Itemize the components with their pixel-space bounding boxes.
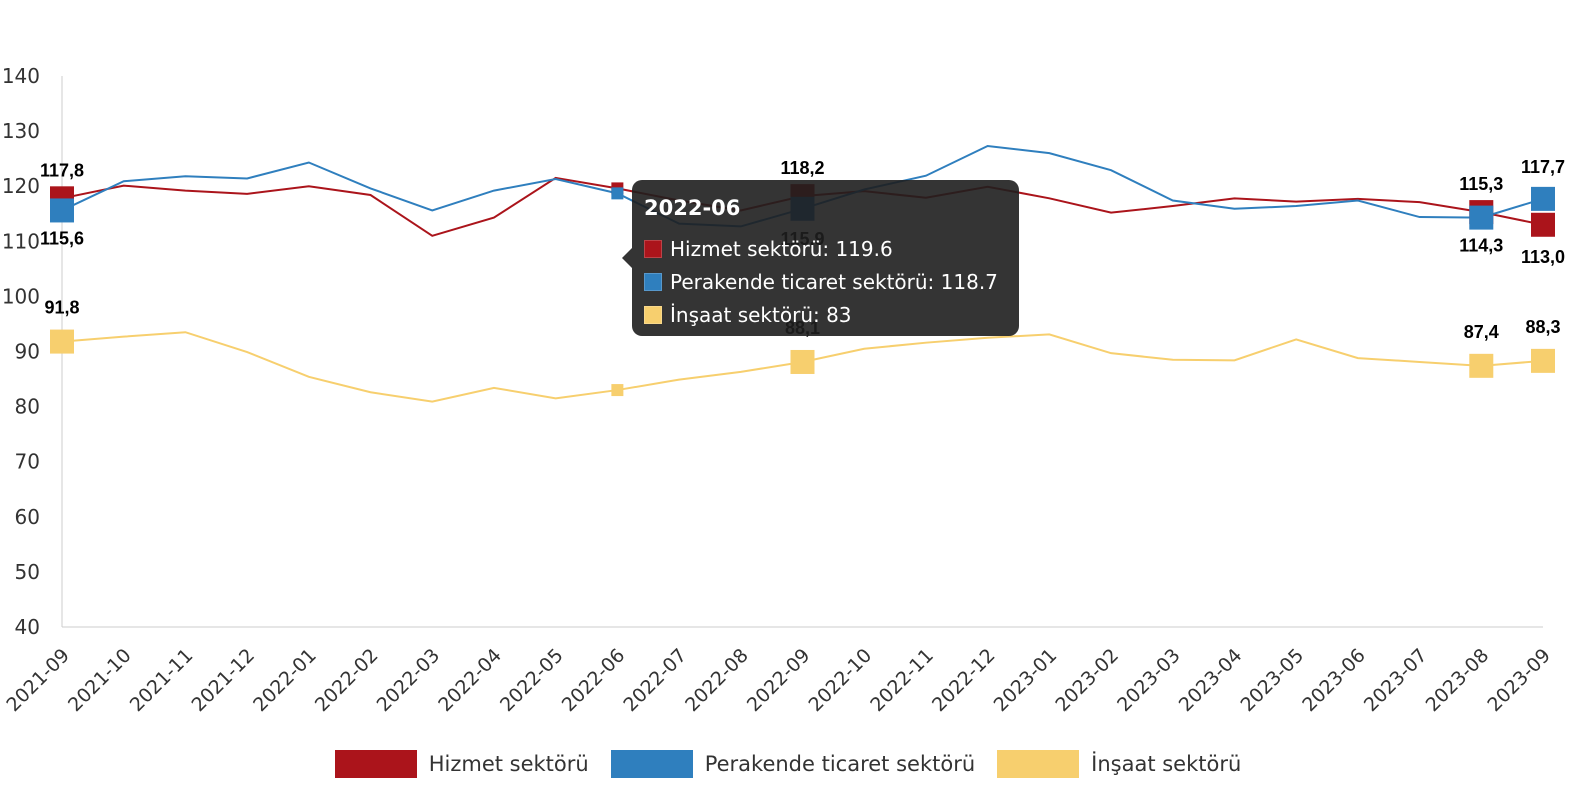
x-tick-label-2023-05: 2023-05 (1236, 644, 1308, 716)
x-tick-label-2022-04: 2022-04 (434, 644, 506, 716)
marker-perakende-ticaret-sektoru-2021-09[interactable] (50, 198, 74, 223)
x-tick-label-2021-09: 2021-09 (2, 644, 74, 716)
tooltip-row-perakende: Perakende ticaret sektörü: 118.7 (644, 265, 1007, 298)
legend-label-perakende: Perakende ticaret sektörü (704, 752, 976, 776)
y-tick-label-140: 140 (2, 64, 40, 88)
x-tick-label-2021-12: 2021-12 (187, 644, 259, 716)
marker-hizmet-sektoru-2023-09[interactable] (1531, 212, 1555, 237)
x-tick-label-2021-11: 2021-11 (126, 644, 198, 716)
x-tick-label-2023-08: 2023-08 (1422, 644, 1494, 716)
y-tick-label-80: 80 (15, 395, 40, 419)
x-tick-label-2023-09: 2023-09 (1483, 644, 1555, 716)
tooltip-text-perakende: Perakende ticaret sektörü: 118.7 (670, 269, 998, 294)
data-label-hizmet-sektoru-2022-09: 118,2 (780, 158, 824, 178)
tooltip-text-hizmet: Hizmet sektörü: 119.6 (670, 236, 893, 261)
tooltip-swatch-insaat (644, 305, 662, 324)
data-label-hizmet-sektoru-2021-09: 117,8 (40, 160, 84, 180)
chart-legend: Hizmet sektörü Perakende ticaret sektörü… (0, 744, 1576, 784)
x-tick-label-2022-02: 2022-02 (311, 644, 383, 716)
x-tick-label-2023-01: 2023-01 (990, 644, 1062, 716)
tooltip-swatch-perakende (644, 272, 662, 291)
x-tick-label-2022-05: 2022-05 (496, 644, 568, 716)
x-tick-label-2022-11: 2022-11 (866, 644, 938, 716)
marker-insaat-sektoru-2022-09[interactable] (790, 349, 815, 374)
legend-swatch-insaat (997, 750, 1080, 778)
hover-marker-perakende-ticaret-sektoru[interactable] (611, 187, 624, 200)
legend-label-hizmet: Hizmet sektörü (428, 752, 589, 776)
data-label-perakende-ticaret-sektoru-2021-09: 115,6 (40, 228, 84, 248)
legend-item-hizmet[interactable]: Hizmet sektörü (334, 750, 589, 778)
data-label-insaat-sektoru-2023-08: 87,4 (1464, 322, 1499, 342)
x-tick-label-2023-02: 2023-02 (1051, 644, 1123, 716)
y-tick-label-120: 120 (2, 174, 40, 198)
tooltip-row-hizmet: Hizmet sektörü: 119.6 (644, 232, 1007, 265)
y-tick-label-100: 100 (2, 284, 40, 308)
x-tick-label-2022-08: 2022-08 (681, 644, 753, 716)
x-tick-label-2022-12: 2022-12 (928, 644, 1000, 716)
y-tick-label-60: 60 (15, 505, 40, 529)
legend-swatch-perakende (610, 750, 693, 778)
x-tick-label-2023-06: 2023-06 (1298, 644, 1370, 716)
x-tick-label-2022-10: 2022-10 (805, 644, 877, 716)
tooltip-title: 2022-06 (644, 196, 741, 220)
legend-swatch-hizmet (334, 750, 417, 778)
x-tick-label-2022-03: 2022-03 (373, 644, 445, 716)
marker-insaat-sektoru-2021-09[interactable] (50, 329, 74, 354)
tooltip-swatch-hizmet (644, 239, 662, 258)
legend-label-insaat: İnşaat sektörü (1091, 752, 1242, 776)
y-tick-label-130: 130 (2, 119, 40, 143)
y-axis-ticks: 40 50 60 70 80 90 100 110 120 130 140 (2, 64, 40, 639)
y-tick-label-90: 90 (15, 340, 40, 364)
marker-perakende-ticaret-sektoru-2023-09[interactable] (1531, 186, 1555, 211)
data-label-insaat-sektoru-2023-09: 88,3 (1525, 317, 1560, 337)
y-tick-label-50: 50 (15, 560, 40, 584)
x-axis-ticks: 2021-092021-102021-112021-122022-012022-… (2, 644, 1555, 716)
data-label-insaat-sektoru-2021-09: 91,8 (44, 298, 79, 318)
x-tick-label-2023-03: 2023-03 (1113, 644, 1185, 716)
x-tick-label-2022-06: 2022-06 (558, 644, 630, 716)
hover-marker-insaat-sektoru[interactable] (611, 384, 624, 397)
data-label-hizmet-sektoru-2023-08: 115,3 (1459, 174, 1503, 194)
y-tick-label-40: 40 (15, 615, 40, 639)
x-tick-label-2022-09: 2022-09 (743, 644, 815, 716)
legend-item-perakende[interactable]: Perakende ticaret sektörü (610, 750, 976, 778)
y-tick-label-70: 70 (15, 450, 40, 474)
marker-insaat-sektoru-2023-09[interactable] (1531, 348, 1555, 373)
data-label-perakende-ticaret-sektoru-2023-09: 117,7 (1521, 157, 1565, 177)
data-label-perakende-ticaret-sektoru-2023-08: 114,3 (1459, 236, 1503, 256)
x-tick-label-2021-10: 2021-10 (64, 644, 136, 716)
marker-insaat-sektoru-2023-08[interactable] (1469, 353, 1494, 378)
marker-perakende-ticaret-sektoru-2023-08[interactable] (1469, 205, 1494, 230)
tooltip-text-insaat: İnşaat sektörü: 83 (670, 302, 852, 327)
data-label-hizmet-sektoru-2023-09: 113,0 (1521, 247, 1565, 267)
x-tick-label-2022-01: 2022-01 (249, 644, 321, 716)
tooltip-row-insaat: İnşaat sektörü: 83 (644, 298, 1007, 331)
x-tick-label-2023-04: 2023-04 (1175, 644, 1247, 716)
legend-item-insaat[interactable]: İnşaat sektörü (997, 750, 1241, 778)
chart-tooltip: 2022-06 Hizmet sektörü: 119.6 Perakende … (622, 180, 1019, 336)
y-tick-label-110: 110 (2, 229, 40, 253)
x-tick-label-2023-07: 2023-07 (1360, 644, 1432, 716)
x-tick-label-2022-07: 2022-07 (619, 644, 691, 716)
